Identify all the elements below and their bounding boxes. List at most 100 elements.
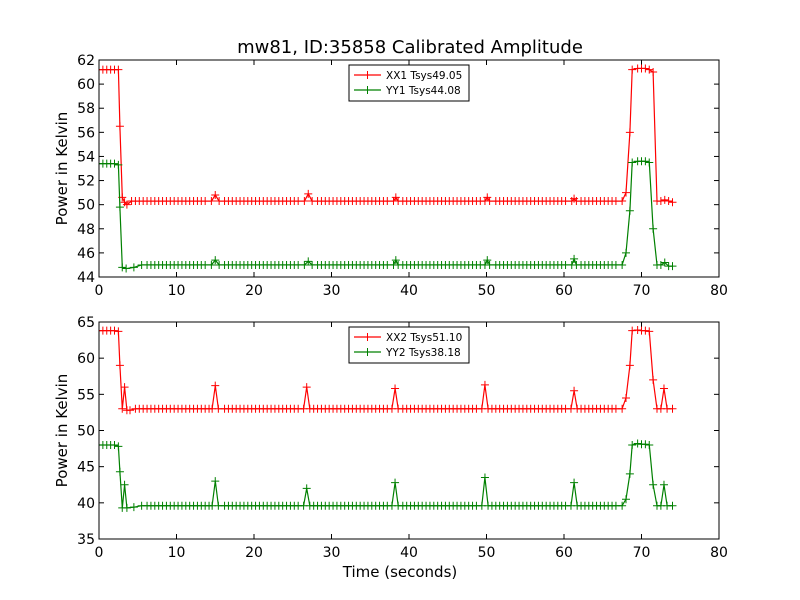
y-tick-label: 52 <box>77 174 95 190</box>
data-point <box>115 203 124 212</box>
data-point <box>114 442 123 451</box>
data-point <box>483 256 492 265</box>
y-tick-label: 60 <box>77 351 95 367</box>
legend-label: XX1 Tsys49.05 <box>386 70 462 82</box>
data-point <box>649 375 658 384</box>
x-tick-label: 20 <box>245 283 263 299</box>
x-tick-label: 50 <box>478 545 496 561</box>
data-point <box>126 406 134 415</box>
data-point <box>668 198 677 207</box>
y-tick-label: 54 <box>77 149 95 165</box>
data-point <box>570 478 579 487</box>
x-tick-label: 0 <box>95 545 104 561</box>
data-point <box>110 326 119 335</box>
legend-box <box>348 64 470 102</box>
x-tick-label: 80 <box>710 545 728 561</box>
data-point <box>110 440 119 449</box>
data-point <box>391 256 400 265</box>
data-point <box>129 503 138 512</box>
data-point <box>659 384 668 393</box>
data-point <box>660 258 669 267</box>
data-point <box>649 224 658 233</box>
data-point <box>656 197 665 206</box>
legend-swatch-marker <box>363 333 372 341</box>
data-point <box>622 188 630 197</box>
data-point <box>391 384 400 393</box>
data-point <box>664 197 673 206</box>
figure-title: mw81, ID:35858 Calibrated Amplitude <box>237 37 583 58</box>
data-point <box>302 484 311 493</box>
data-point <box>641 326 650 335</box>
data-point <box>628 326 637 335</box>
x-tick-label: 70 <box>633 283 651 299</box>
data-point <box>618 260 627 269</box>
data-point <box>302 383 311 392</box>
data-point <box>391 478 400 487</box>
x-tick-label: 10 <box>168 545 186 561</box>
data-point <box>625 361 634 370</box>
data-point <box>570 386 579 395</box>
x-tick-label: 30 <box>323 545 341 561</box>
y-tick-label: 58 <box>77 101 95 117</box>
data-point <box>118 404 127 413</box>
y-tick-label: 44 <box>77 270 95 286</box>
legend-box <box>348 326 470 364</box>
data-point <box>618 501 627 510</box>
y-tick-label: 50 <box>77 198 95 214</box>
y-tick-label: 46 <box>77 246 95 262</box>
bottom-chart: 0 10 20 30 40 50 60 70 80 35 40 45 50 55 60 65 Power in … <box>53 315 728 581</box>
data-point <box>641 440 650 449</box>
data-point <box>618 197 627 206</box>
data-point <box>628 65 637 74</box>
data-point <box>211 191 220 200</box>
data-point <box>480 473 489 482</box>
x-tick-label: 40 <box>400 283 418 299</box>
data-point <box>641 157 650 166</box>
data-point <box>622 495 630 504</box>
data-point <box>300 260 309 269</box>
data-point <box>645 327 654 336</box>
y-tick-label: 65 <box>77 315 95 331</box>
y-tick-label: 62 <box>77 53 95 69</box>
data-point <box>625 128 634 137</box>
data-point <box>628 158 637 167</box>
x-tick-label: 40 <box>400 545 418 561</box>
data-point <box>622 248 630 257</box>
data-point <box>110 159 119 168</box>
data-point <box>120 383 129 392</box>
top-chart: 0 10 20 30 40 50 60 70 80 44 46 48 50 52 54 56 58 60 62 Pow… <box>53 53 728 299</box>
data-point <box>114 65 123 74</box>
x-tick-label: 30 <box>323 283 341 299</box>
data-point <box>122 200 131 209</box>
data-point <box>633 325 642 334</box>
x-tick-label: 10 <box>168 283 186 299</box>
legend-swatch-marker <box>363 71 372 79</box>
legend: XX1 Tsys49.05 YY1 Tsys44.08 <box>348 64 470 102</box>
data-point <box>641 64 650 73</box>
data-point <box>649 68 658 77</box>
data-point <box>649 480 658 489</box>
y-tick-label: 35 <box>77 532 95 548</box>
legend-label: YY1 Tsys44.08 <box>385 85 461 97</box>
data-point <box>211 256 220 265</box>
data-point <box>480 380 489 389</box>
series-xx1 <box>99 64 677 209</box>
data-point <box>115 122 124 131</box>
data-point <box>668 404 677 413</box>
series-yy1 <box>99 157 677 273</box>
data-point <box>628 440 637 449</box>
x-tick-label: 60 <box>555 283 573 299</box>
data-point <box>625 206 634 215</box>
x-tick-label: 80 <box>710 283 728 299</box>
x-tick-label: 0 <box>95 283 104 299</box>
legend-swatch-marker <box>363 86 372 94</box>
data-point <box>120 480 129 489</box>
legend: XX2 Tsys51.10 YY2 Tsys38.18 <box>348 326 470 364</box>
y-tick-label: 40 <box>77 496 95 512</box>
data-point <box>114 327 123 336</box>
data-point <box>122 503 131 512</box>
legend-label: YY2 Tsys38.18 <box>385 347 461 359</box>
data-point <box>304 257 313 266</box>
plot-frame <box>98 321 720 540</box>
data-point <box>618 404 627 413</box>
